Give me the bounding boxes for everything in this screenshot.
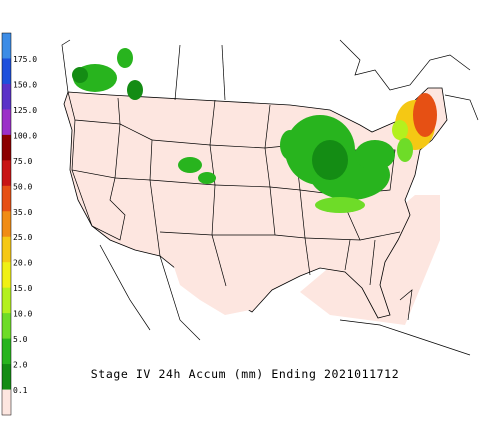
legend-swatch xyxy=(2,338,11,365)
precip-area xyxy=(178,157,202,173)
legend-swatch xyxy=(2,236,11,263)
legend-label: 75.0 xyxy=(13,157,32,166)
legend: 175.0 150.0 125.0 100.0 75.0 50.0 35.0 25.0 20.0… xyxy=(1,32,37,416)
legend-label: 25.0 xyxy=(13,233,32,242)
legend-swatch xyxy=(2,83,11,110)
legend-swatch xyxy=(2,185,11,212)
legend-swatch xyxy=(2,364,11,391)
precip-area xyxy=(312,140,348,180)
legend-swatch xyxy=(2,109,11,136)
precip-area xyxy=(397,138,413,162)
coastlines xyxy=(61,39,479,356)
mexico-coverage xyxy=(170,255,250,315)
precip-area xyxy=(72,67,88,83)
legend-swatch xyxy=(2,262,11,289)
precip-area xyxy=(127,80,143,100)
legend-label: 125.0 xyxy=(13,106,37,115)
legend-label: 10.0 xyxy=(13,310,32,319)
legend-label: 0.1 xyxy=(13,386,28,395)
precip-area xyxy=(117,48,133,68)
precip-area xyxy=(355,140,395,170)
legend-label: 50.0 xyxy=(13,182,32,191)
legend-label: 15.0 xyxy=(13,284,32,293)
legend-label: 100.0 xyxy=(13,131,37,140)
legend-label: 2.0 xyxy=(13,361,28,370)
legend-label: 35.0 xyxy=(13,208,32,217)
precip-area xyxy=(198,172,216,184)
legend-swatch xyxy=(2,211,11,238)
caption: Stage IV 24h Accum (mm) Ending 202101171… xyxy=(91,367,399,381)
legend-swatch xyxy=(2,313,11,340)
legend-label: 5.0 xyxy=(13,335,28,344)
precip-area xyxy=(392,120,408,140)
legend-swatch xyxy=(2,58,11,85)
legend-swatch xyxy=(2,287,11,314)
precip-area xyxy=(315,197,365,213)
legend-frame xyxy=(1,32,12,416)
precip-areas xyxy=(72,48,437,213)
precip-area xyxy=(280,130,300,160)
legend-label: 150.0 xyxy=(13,80,37,89)
precip-area xyxy=(413,93,437,137)
legend-swatch xyxy=(2,134,11,161)
legend-label: 20.0 xyxy=(13,259,32,268)
legend-swatch xyxy=(2,160,11,187)
legend-swatch xyxy=(2,33,11,59)
legend-label: 175.0 xyxy=(13,55,37,64)
legend-swatch xyxy=(2,389,11,416)
